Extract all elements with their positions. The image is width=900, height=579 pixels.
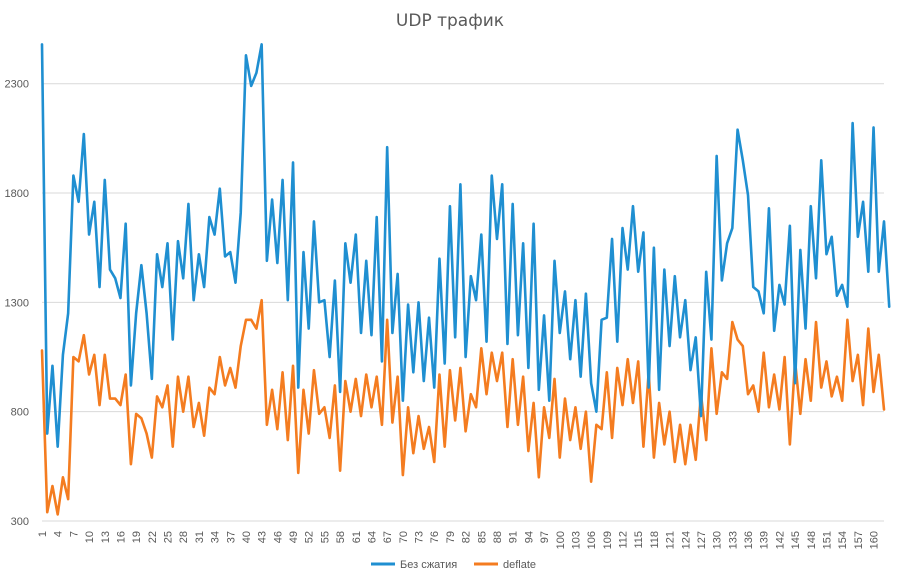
x-tick-label-115: 115 — [633, 531, 645, 549]
x-tick-label-31: 31 — [194, 531, 206, 543]
x-tick-label-154: 154 — [837, 531, 849, 549]
x-tick-label-49: 49 — [288, 531, 300, 543]
x-tick-label-157: 157 — [853, 531, 865, 549]
x-tick-label-16: 16 — [115, 531, 127, 543]
x-tick-label-139: 139 — [759, 531, 771, 549]
x-tick-label-7: 7 — [68, 531, 80, 537]
x-tick-label-85: 85 — [476, 531, 488, 543]
x-tick-label-58: 58 — [335, 531, 347, 543]
x-tick-label-133: 133 — [727, 531, 739, 549]
x-tick-label-25: 25 — [163, 531, 175, 543]
x-tick-label-121: 121 — [665, 531, 677, 549]
x-tick-label-19: 19 — [131, 531, 143, 543]
x-tick-label-70: 70 — [398, 531, 410, 543]
y-axis-ticks: 300 800 1300 1800 2300 — [5, 79, 29, 528]
legend-label-deflate: deflate — [503, 559, 536, 571]
series-line-deflate — [40, 298, 886, 516]
x-tick-label-46: 46 — [272, 531, 284, 543]
x-tick-label-109: 109 — [602, 531, 614, 549]
x-tick-label-64: 64 — [366, 531, 378, 543]
x-tick-label-52: 52 — [304, 531, 316, 543]
series-lines — [40, 43, 891, 516]
y-tick-label-1800: 1800 — [5, 188, 29, 200]
y-tick-label-300: 300 — [11, 516, 29, 528]
x-tick-label-88: 88 — [492, 531, 504, 543]
x-tick-label-22: 22 — [147, 531, 159, 543]
x-axis-ticks: 1 4 7 10 13 16 19 22 25 28 31 34 37 40 43 46 49 52 55 58 61 6… — [37, 531, 881, 549]
x-tick-label-61: 61 — [351, 531, 363, 543]
x-tick-label-103: 103 — [570, 531, 582, 549]
y-tick-label-800: 800 — [11, 407, 29, 419]
legend-label-bez-szhatiya: Без сжатия — [400, 559, 457, 571]
x-tick-label-112: 112 — [618, 531, 630, 549]
x-tick-label-34: 34 — [210, 531, 222, 543]
x-tick-label-1: 1 — [37, 531, 49, 537]
x-tick-label-40: 40 — [241, 531, 253, 543]
x-tick-label-151: 151 — [821, 531, 833, 549]
x-tick-label-100: 100 — [555, 531, 567, 549]
x-tick-label-145: 145 — [790, 531, 802, 549]
x-tick-label-10: 10 — [84, 531, 96, 543]
x-tick-label-160: 160 — [869, 531, 881, 549]
x-tick-label-79: 79 — [445, 531, 457, 543]
series-line-bez-szhatiya — [40, 43, 891, 448]
x-tick-label-55: 55 — [319, 531, 331, 543]
x-tick-label-67: 67 — [382, 531, 394, 543]
x-tick-label-28: 28 — [178, 531, 190, 543]
x-tick-label-127: 127 — [696, 531, 708, 549]
x-tick-label-4: 4 — [53, 531, 65, 537]
x-tick-label-124: 124 — [680, 531, 692, 549]
x-tick-label-76: 76 — [429, 531, 441, 543]
legend: Без сжатия deflate — [371, 559, 536, 571]
x-tick-label-43: 43 — [257, 531, 269, 543]
x-tick-label-73: 73 — [414, 531, 426, 543]
x-tick-label-106: 106 — [586, 531, 598, 549]
x-tick-label-94: 94 — [523, 531, 535, 543]
x-tick-label-13: 13 — [100, 531, 112, 543]
x-tick-label-97: 97 — [539, 531, 551, 543]
chart-title: UDP трафик — [396, 11, 504, 31]
x-tick-label-136: 136 — [743, 531, 755, 549]
x-tick-label-82: 82 — [461, 531, 473, 543]
x-tick-label-130: 130 — [712, 531, 724, 549]
x-tick-label-118: 118 — [649, 531, 661, 549]
y-tick-label-1300: 1300 — [5, 297, 29, 309]
x-tick-label-91: 91 — [508, 531, 520, 543]
x-tick-label-37: 37 — [225, 531, 237, 543]
x-tick-label-142: 142 — [774, 531, 786, 549]
y-tick-label-2300: 2300 — [5, 79, 29, 91]
x-tick-label-148: 148 — [806, 531, 818, 549]
